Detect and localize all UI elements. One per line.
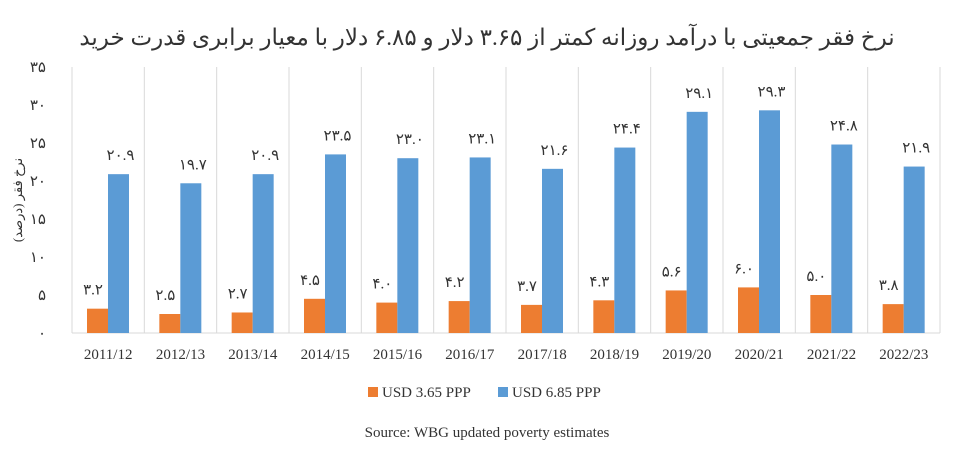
y-tick-label: ۵ — [38, 288, 46, 304]
y-tick-label: ۲۰ — [30, 174, 46, 190]
data-label-usd-3-65: ۲.۵ — [155, 288, 175, 304]
x-tick-label: 2014/15 — [301, 347, 350, 363]
bar-usd-6-85 — [614, 147, 636, 333]
x-tick-label: 2013/14 — [228, 347, 278, 363]
bar-usd-6-85 — [903, 166, 925, 333]
data-label-usd-3-65: ۴.۲ — [445, 275, 465, 291]
data-label-usd-3-65: ۳.۸ — [879, 278, 899, 294]
bar-usd-6-85 — [397, 158, 419, 333]
legend-swatch-usd-3-65 — [368, 387, 378, 397]
data-label-usd-3-65: ۲.۷ — [228, 286, 248, 302]
data-label-usd-6-85: ۲۹.۱ — [685, 86, 713, 102]
bar-usd-3-65 — [376, 302, 398, 333]
y-tick-label: ۳۵ — [30, 60, 46, 76]
bar-usd-6-85 — [686, 111, 708, 333]
bar-usd-3-65 — [521, 304, 542, 333]
data-label-usd-6-85: ۲۹.۳ — [758, 84, 786, 100]
x-tick-label: 2018/19 — [590, 347, 639, 363]
x-tick-label: 2012/13 — [156, 347, 205, 363]
bar-usd-6-85 — [469, 157, 491, 333]
x-tick-label: 2015/16 — [373, 347, 423, 363]
chart-title: نرخ فقر جمعیتی با درآمد روزانه کمتر از ۳… — [79, 23, 894, 51]
y-axis-label: نرخ فقر (درصد) — [10, 158, 26, 242]
y-tick-label: ۳۰ — [30, 98, 46, 114]
data-label-usd-6-85: ۲۰.۹ — [251, 148, 279, 164]
y-tick-label: ۱۰ — [30, 250, 46, 266]
data-label-usd-6-85: ۲۳.۱ — [468, 131, 496, 147]
bar-usd-6-85 — [325, 154, 346, 333]
bar-usd-6-85 — [252, 174, 274, 333]
bar-usd-3-65 — [304, 298, 325, 333]
bar-usd-3-65 — [665, 290, 687, 333]
data-label-usd-3-65: ۴.۵ — [300, 273, 320, 289]
x-tick-label: 2019/20 — [662, 347, 711, 363]
data-label-usd-6-85: ۱۹.۷ — [179, 157, 207, 173]
data-label-usd-6-85: ۲۰.۹ — [107, 148, 135, 164]
y-tick-label: ۰ — [38, 326, 46, 342]
bar-usd-3-65 — [87, 308, 108, 333]
bar-usd-6-85 — [542, 168, 563, 333]
x-tick-label: 2021/22 — [807, 347, 856, 363]
data-label-usd-3-65: ۶.۰ — [734, 261, 754, 277]
data-label-usd-3-65: ۳.۷ — [517, 279, 537, 295]
data-label-usd-6-85: ۲۳.۰ — [396, 132, 424, 148]
x-tick-label: 2020/21 — [735, 347, 784, 363]
data-label-usd-3-65: ۳.۲ — [83, 283, 103, 299]
bar-usd-3-65 — [882, 304, 904, 333]
x-tick-label: 2016/17 — [445, 347, 495, 363]
bar-usd-3-65 — [738, 287, 759, 333]
legend-label-usd-3-65: USD 3.65 PPP — [382, 385, 471, 401]
bar-usd-6-85 — [759, 110, 780, 333]
data-label-usd-6-85: ۲۱.۶ — [541, 143, 569, 159]
y-tick-label: ۱۵ — [30, 212, 46, 228]
data-label-usd-3-65: ۴.۰ — [372, 277, 392, 293]
x-tick-label: 2022/23 — [879, 347, 928, 363]
data-label-usd-3-65: ۵.۰ — [806, 269, 826, 285]
bar-usd-6-85 — [180, 183, 202, 333]
data-label-usd-6-85: ۲۳.۵ — [324, 128, 352, 144]
legend: USD 3.65 PPP USD 6.85 PPP — [368, 385, 601, 401]
legend-swatch-usd-6-85 — [498, 387, 508, 397]
bar-usd-6-85 — [108, 174, 129, 333]
bar-usd-3-65 — [231, 312, 253, 333]
y-tick-label: ۲۵ — [30, 136, 46, 152]
legend-label-usd-6-85: USD 6.85 PPP — [512, 385, 601, 401]
bar-usd-3-65 — [810, 295, 832, 333]
data-label-usd-6-85: ۲۴.۸ — [830, 119, 858, 135]
bar-usd-6-85 — [831, 144, 853, 333]
bar-usd-3-65 — [448, 301, 470, 333]
source-note: Source: WBG updated poverty estimates — [365, 425, 610, 441]
x-tick-label: 2017/18 — [518, 347, 567, 363]
data-label-usd-3-65: ۴.۳ — [589, 274, 609, 290]
bar-usd-3-65 — [159, 314, 181, 333]
data-label-usd-6-85: ۲۴.۴ — [613, 122, 641, 138]
data-label-usd-3-65: ۵.۶ — [662, 264, 682, 280]
data-label-usd-6-85: ۲۱.۹ — [902, 141, 930, 157]
bar-usd-3-65 — [593, 300, 615, 333]
x-tick-label: 2011/12 — [84, 347, 133, 363]
